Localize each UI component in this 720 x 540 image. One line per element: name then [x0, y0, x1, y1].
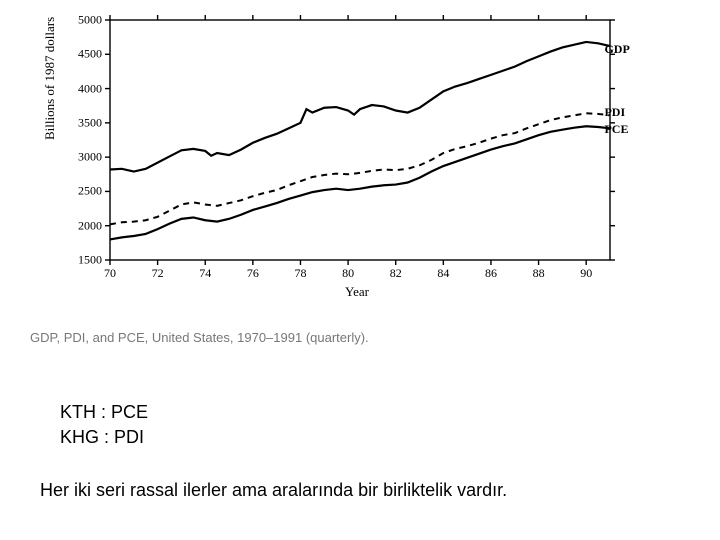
y-tick-label: 3000 — [78, 150, 102, 165]
x-tick-label: 70 — [104, 266, 116, 281]
y-tick-label: 1500 — [78, 253, 102, 268]
x-tick-label: 80 — [342, 266, 354, 281]
y-tick-label: 4000 — [78, 81, 102, 96]
series-label-pce: PCE — [604, 122, 628, 137]
x-tick-label: 76 — [247, 266, 259, 281]
chart-container: 1500 2000 2500 3000 3500 4000 4500 5000 70 72 74 7… — [30, 10, 630, 310]
series-label-pdi: PDI — [604, 105, 625, 120]
x-tick-label: 78 — [294, 266, 306, 281]
x-tick-label: 74 — [199, 266, 211, 281]
x-tick-label: 72 — [152, 266, 164, 281]
y-tick-label: 2500 — [78, 184, 102, 199]
x-tick-label: 88 — [533, 266, 545, 281]
legend-line-2: KHG : PDI — [60, 425, 148, 450]
bottom-text: Her iki seri rassal ilerler ama araların… — [40, 480, 507, 501]
x-tick-label: 84 — [437, 266, 449, 281]
y-axis-label: Billions of 1987 dollars — [42, 17, 58, 140]
series-label-gdp: GDP — [604, 42, 629, 57]
series-pdi — [110, 113, 610, 224]
chart-caption: GDP, PDI, and PCE, United States, 1970–1… — [30, 330, 369, 345]
y-tick-label: 5000 — [78, 13, 102, 28]
legend-block: KTH : PCE KHG : PDI — [60, 400, 148, 450]
x-tick-label: 82 — [390, 266, 402, 281]
line-chart — [30, 10, 630, 310]
x-axis-label: Year — [345, 284, 369, 300]
y-tick-label: 3500 — [78, 115, 102, 130]
series-gdp — [110, 42, 610, 172]
x-tick-label: 86 — [485, 266, 497, 281]
legend-line-1: KTH : PCE — [60, 400, 148, 425]
series-pce — [110, 126, 610, 239]
y-tick-label: 4500 — [78, 47, 102, 62]
x-tick-label: 90 — [580, 266, 592, 281]
y-tick-label: 2000 — [78, 218, 102, 233]
